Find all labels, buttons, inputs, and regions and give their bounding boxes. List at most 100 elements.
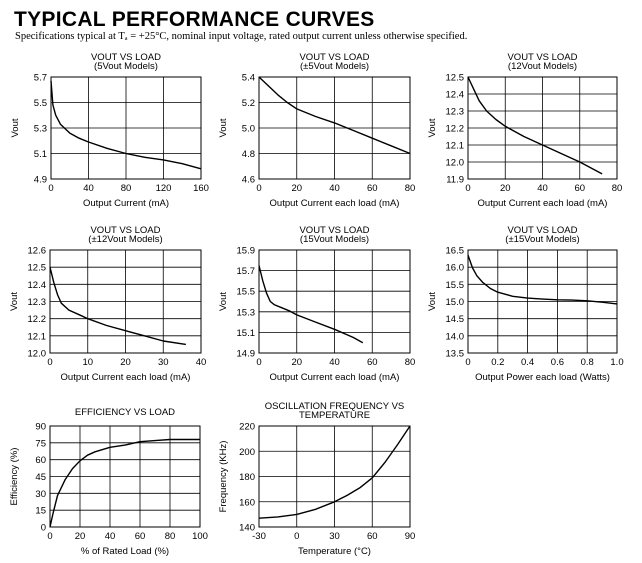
y-tick-label: 15.0 (446, 297, 465, 308)
y-tick-label: 140 (239, 523, 255, 534)
chart-title: OSCILLATION FREQUENCY VS (265, 401, 405, 412)
x-tick-label: 20 (120, 357, 131, 368)
y-tick-label: 14.5 (446, 314, 465, 325)
plot-frame (258, 249, 411, 354)
chart-title: VOUT VS LOAD (91, 52, 161, 63)
x-tick-label: 20 (291, 183, 302, 194)
chart-subtitle: (12Vout Models) (508, 61, 577, 72)
chart-title: VOUT VS LOAD (299, 52, 369, 63)
y-tick-label: 15.3 (237, 307, 256, 318)
x-tick-label: 100 (192, 531, 208, 542)
series-line (49, 267, 187, 346)
x-tick-label: 0 (47, 531, 52, 542)
plot-frame (258, 425, 411, 528)
x-tick-label: 40 (329, 183, 340, 194)
y-tick-label: 15 (35, 506, 46, 517)
y-tick-label: 200 (239, 447, 255, 458)
plot-frame (49, 425, 201, 528)
y-tick-label: 4.9 (34, 175, 47, 186)
y-axis-label: Vout (10, 118, 21, 137)
y-tick-label: 16.0 (446, 263, 465, 274)
y-tick-label: 16.5 (446, 246, 465, 257)
series-line (258, 76, 411, 155)
x-tick-label: 80 (165, 531, 176, 542)
x-tick-label: 10 (82, 357, 93, 368)
x-tick-label: 0.8 (581, 357, 594, 368)
chart-subtitle: (±12Vout Models) (88, 234, 162, 245)
x-axis-label: Output Current each load (mA) (270, 372, 400, 383)
x-tick-label: 80 (405, 357, 416, 368)
x-tick-label: 160 (193, 183, 209, 194)
y-tick-label: 12.1 (446, 141, 465, 152)
chart-title: VOUT VS LOAD (507, 52, 577, 63)
y-axis-label: Vout (218, 292, 229, 311)
y-axis-label: Vout (427, 292, 438, 311)
chart-title: VOUT VS LOAD (90, 225, 160, 236)
y-tick-label: 15.5 (446, 280, 465, 291)
x-tick-label: 80 (405, 183, 416, 194)
x-tick-label: 40 (537, 183, 548, 194)
y-tick-label: 12.2 (446, 124, 465, 135)
chart-subtitle: (±5Vout Models) (300, 61, 369, 72)
y-axis-label: Efficiency (%) (9, 448, 20, 506)
y-tick-label: 12.5 (28, 263, 47, 274)
x-tick-label: 20 (500, 183, 511, 194)
y-tick-label: 11.9 (446, 175, 464, 186)
plot-frame (467, 249, 618, 354)
x-tick-label: 30 (329, 531, 340, 542)
chart-title: VOUT VS LOAD (299, 225, 369, 236)
x-tick-label: 40 (83, 183, 94, 194)
chart-3: 0 20 40 60 80 11.9 12.0 12.1 12.2 12.3 12.4 12.5 VOU… (427, 52, 622, 209)
x-tick-label: 60 (367, 183, 378, 194)
x-axis-label: Output Current (mA) (83, 198, 169, 209)
y-tick-label: 14.0 (446, 331, 465, 342)
chart-8: -30 0 30 60 90 140 160 180 200 220 OSCILLATION FRE… (218, 401, 415, 557)
chart-title: EFFICIENCY VS LOAD (75, 407, 175, 418)
y-tick-label: 15.1 (237, 328, 256, 339)
y-axis-label: Vout (427, 118, 438, 137)
y-tick-label: 180 (239, 472, 255, 483)
y-tick-label: 4.8 (242, 149, 255, 160)
page-title: TYPICAL PERFORMANCE CURVES (14, 8, 375, 31)
x-tick-label: 0.4 (521, 357, 534, 368)
x-axis-label: Temperature (°C) (298, 546, 371, 557)
plot-frame (50, 76, 202, 180)
y-tick-label: 12.0 (28, 349, 47, 360)
x-tick-label: 80 (612, 183, 623, 194)
x-tick-label: 0 (465, 357, 470, 368)
x-tick-label: 60 (367, 531, 378, 542)
x-tick-label: 40 (105, 531, 116, 542)
x-tick-label: 60 (367, 357, 378, 368)
x-axis-label: % of Rated Load (%) (81, 546, 169, 557)
y-tick-label: 12.2 (28, 314, 47, 325)
x-tick-label: 30 (158, 357, 169, 368)
y-tick-label: 5.7 (34, 73, 47, 84)
y-tick-label: 14.9 (237, 349, 256, 360)
plot-frame (258, 76, 411, 180)
x-tick-label: 1.0 (610, 357, 623, 368)
series-line (50, 80, 202, 170)
plot-frame (49, 249, 202, 354)
x-tick-label: 80 (121, 183, 132, 194)
chart-1: 0 40 80 120 160 4.9 5.1 5.3 5.5 5.7 VOUT VS LOAD(5… (10, 52, 209, 209)
series-line (49, 438, 200, 528)
x-tick-label: 0.2 (491, 357, 504, 368)
plot-frame (467, 76, 618, 180)
x-tick-label: 0 (48, 183, 53, 194)
x-tick-label: 0 (47, 357, 52, 368)
y-tick-label: 12.5 (446, 73, 465, 84)
chart-7: 0 20 40 60 80 100 0 15 30 45 60 75 90 EFFICIENCY VS L… (9, 407, 208, 557)
y-tick-label: 12.0 (446, 158, 465, 169)
chart-subtitle: (±15Vout Models) (505, 234, 579, 245)
y-tick-label: 75 (35, 438, 46, 449)
y-tick-label: 12.1 (28, 331, 47, 342)
y-axis-label: Vout (9, 292, 20, 311)
y-tick-label: 5.1 (34, 149, 47, 160)
x-tick-label: 20 (291, 357, 302, 368)
x-tick-label: 20 (75, 531, 86, 542)
x-tick-label: 90 (405, 531, 416, 542)
x-axis-label: Output Current each load (mA) (61, 372, 191, 383)
y-tick-label: 12.3 (446, 107, 465, 118)
y-tick-label: 5.4 (242, 73, 255, 84)
